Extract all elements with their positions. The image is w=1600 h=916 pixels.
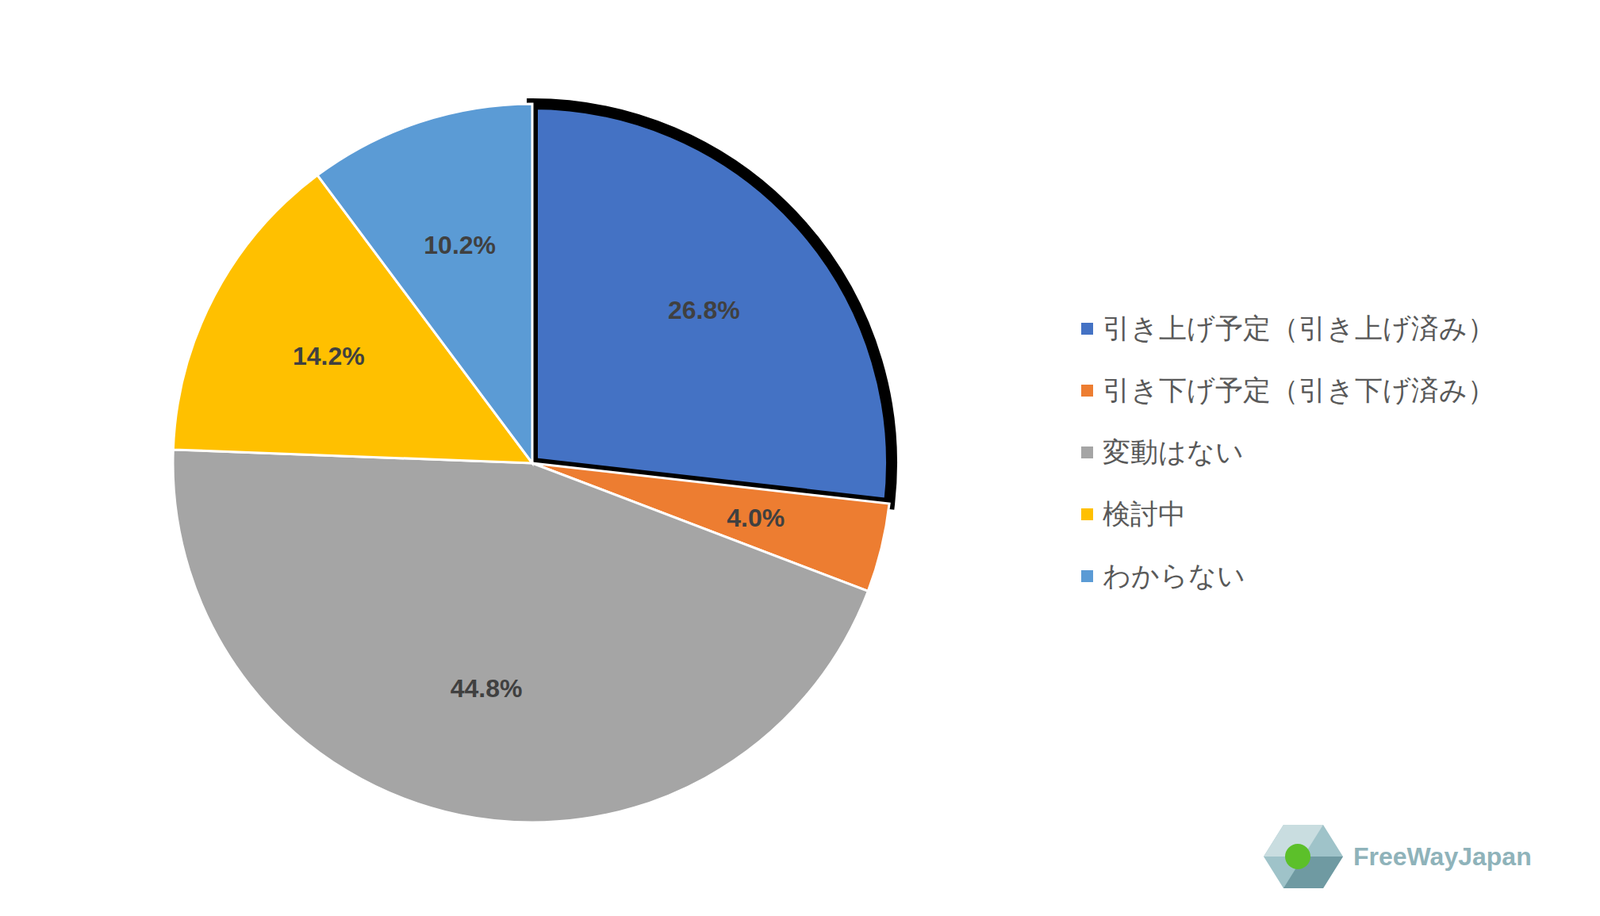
html-text:わからない: わからない <box>1102 559 1246 591</box>
svg-text:44.8%: 44.8% <box>450 674 523 703</box>
html-text:変動はない: 変動はない <box>1102 435 1244 467</box>
svg-text:14.2%: 14.2% <box>292 341 365 371</box>
svg-text:4.0%: 4.0% <box>726 503 785 533</box>
html-text:検討中: 検討中 <box>1102 497 1186 529</box>
svg-text:10.2%: 10.2% <box>423 230 496 260</box>
svg-text:26.8%: 26.8% <box>667 295 741 325</box>
html-text:引き下げ予定（引き下げ済み）: 引き下げ予定（引き下げ済み） <box>1102 374 1496 405</box>
html-text:引き上げ予定（引き上げ済み）: 引き上げ予定（引き上げ済み） <box>1102 312 1496 344</box>
html-text:FreeWayJapan: FreeWayJapan <box>1353 842 1532 871</box>
